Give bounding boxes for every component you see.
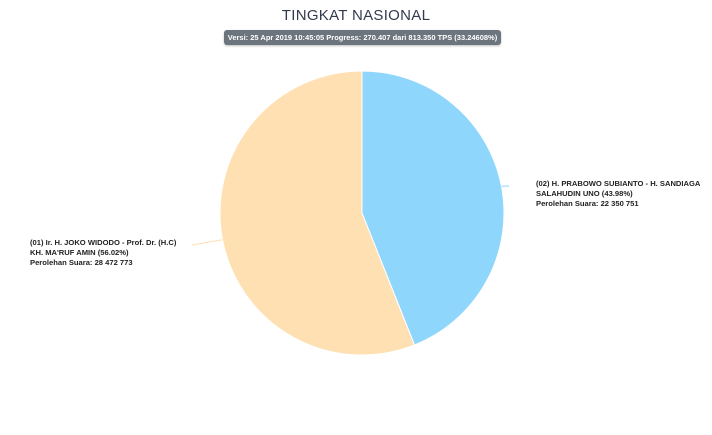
label-line: (02) H. PRABOWO SUBIANTO - H. SANDIAGA [536,179,701,188]
label-line: Perolehan Suara: 28 472 773 [30,258,133,267]
label-line: (01) Ir. H. JOKO WIDODO - Prof. Dr. (H.C… [30,238,177,247]
label-jokowi-maruf: (01) Ir. H. JOKO WIDODO - Prof. Dr. (H.C… [30,238,177,267]
version-progress-badge: Versi: 25 Apr 2019 10:45:05 Progress: 27… [224,30,501,45]
label-prabowo-sandiaga: (02) H. PRABOWO SUBIANTO - H. SANDIAGA SA… [536,179,701,208]
slice-prabowo-sandiaga[interactable] [361,70,505,346]
label-line: KH. MA'RUF AMIN (56.02%) [30,248,129,257]
connector-line [191,239,223,246]
slice-jokowi-maruf[interactable] [219,70,416,356]
chart-title: TINGKAT NASIONAL [281,7,431,24]
label-line: Perolehan Suara: 22 350 751 [536,199,639,208]
label-line: SALAHUDIN UNO (43.98%) [536,189,633,198]
